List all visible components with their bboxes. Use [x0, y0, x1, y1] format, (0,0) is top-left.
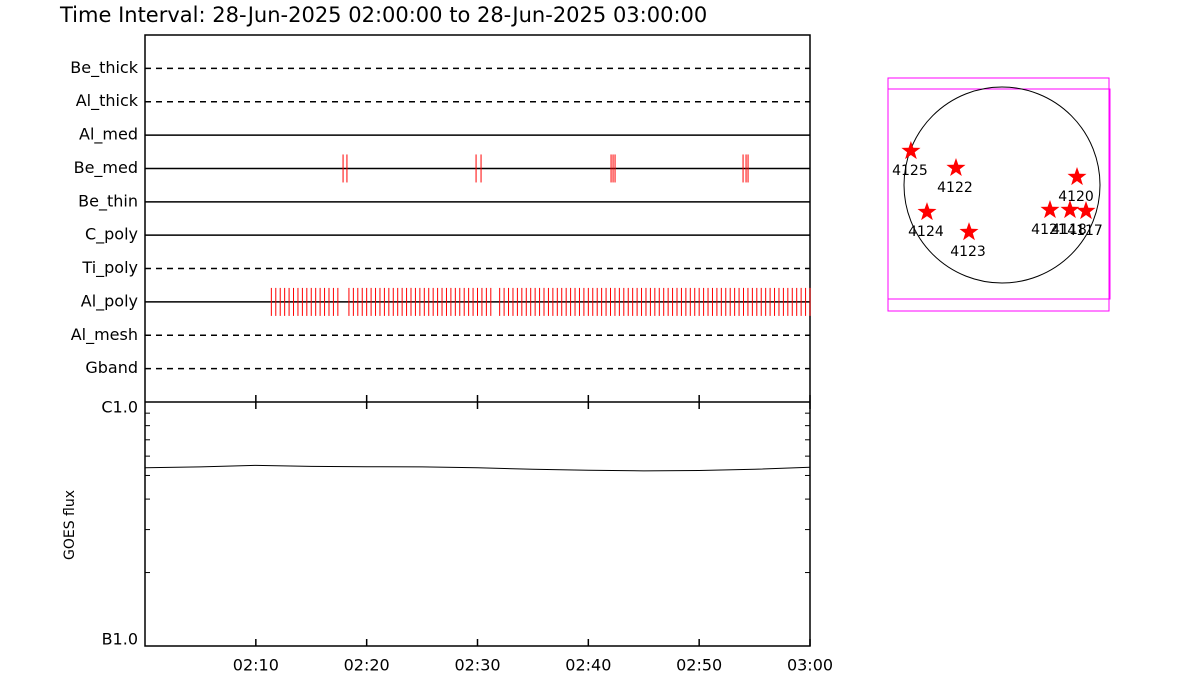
region-label: 4121	[1031, 222, 1067, 238]
region-star	[1076, 201, 1096, 220]
y-axis-label: GOES flux	[62, 490, 78, 560]
region-star	[1067, 167, 1087, 186]
y-tick-label: B1.0	[102, 630, 138, 649]
goes-line	[144, 464, 811, 472]
row-label: Al_poly	[81, 291, 138, 311]
row-label: Al_med	[79, 125, 138, 145]
row-label: C_poly	[85, 225, 138, 245]
row-label: Be_thin	[78, 191, 138, 211]
x-tick-label: 02:40	[565, 656, 611, 675]
region-label: 4123	[950, 244, 986, 260]
plot-frame	[144, 34, 811, 647]
region-star	[1040, 200, 1060, 219]
region-label: 4118	[1051, 222, 1087, 238]
row-label: Ti_poly	[81, 258, 138, 278]
region-star	[901, 141, 921, 160]
row-label: Al_thick	[76, 91, 139, 111]
row-label: Gband	[85, 358, 138, 377]
region-label: 4122	[937, 180, 973, 196]
region-star	[946, 158, 966, 176]
row-label: Al_mesh	[71, 325, 138, 345]
region-star	[917, 202, 937, 221]
chart-title: Time Interval: 28-Jun-2025 02:00:00 to 2…	[59, 3, 707, 27]
region-label: 4124	[908, 224, 944, 240]
row-label: Be_thick	[70, 58, 138, 78]
row-label: Be_med	[74, 158, 138, 178]
x-tick-label: 02:50	[676, 656, 722, 675]
region-label: 4117	[1067, 223, 1103, 239]
fov-box	[887, 88, 1111, 300]
region-star	[959, 222, 979, 241]
region-star	[1060, 200, 1080, 219]
x-tick-label: 02:30	[454, 656, 500, 675]
x-tick-label: 02:10	[233, 656, 279, 675]
region-label: 4120	[1058, 189, 1094, 205]
region-label: 4125	[892, 163, 928, 179]
y-tick-label: C1.0	[101, 398, 138, 417]
x-tick-label: 03:00	[787, 656, 833, 675]
solar-disk	[903, 86, 1101, 284]
x-tick-label: 02:20	[344, 656, 390, 675]
